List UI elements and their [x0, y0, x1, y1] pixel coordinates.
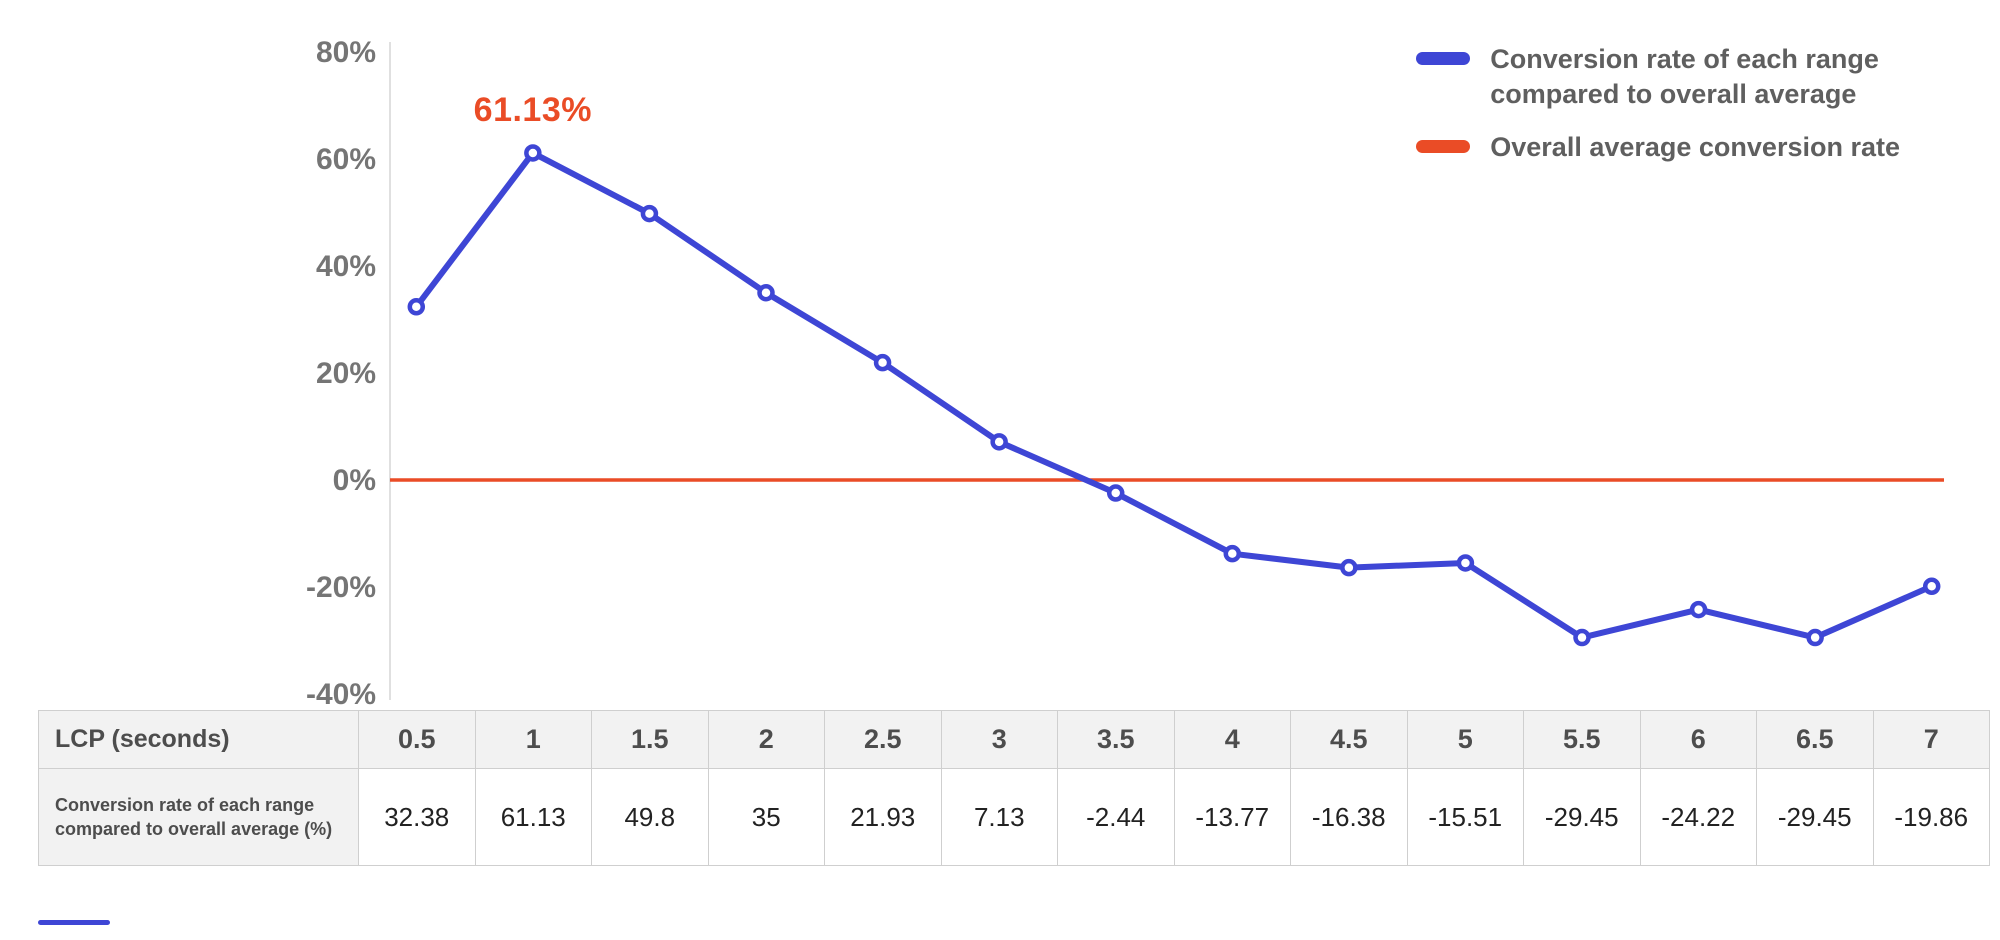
chart-area: 80% 60% 40% 20% 0% -20% -40% 61.13% Conversion… — [306, 36, 1944, 711]
row-header-lcp: LCP (seconds) — [38, 710, 359, 769]
conversion-value-cell: -24.22 — [1639, 768, 1757, 866]
data-point-marker — [757, 284, 775, 302]
conversion-value-cell: 32.38 — [358, 768, 476, 866]
y-axis-tick-label: 0% — [333, 464, 376, 497]
lcp-col-header: 0.5 — [358, 710, 476, 769]
lcp-col-header: 6 — [1639, 710, 1757, 769]
blue-line-swatch — [1416, 52, 1471, 65]
conversion-value-cell: 21.93 — [824, 768, 942, 866]
data-point-marker — [1689, 600, 1708, 619]
peak-value-annotation: 61.13% — [473, 90, 592, 129]
data-point-marker — [1573, 628, 1591, 647]
data-point-marker — [990, 433, 1008, 451]
lcp-col-header: 3.5 — [1057, 710, 1175, 769]
lcp-col-header: 3 — [940, 710, 1058, 769]
table-values-row: Conversion rate of each range compared t… — [38, 768, 1990, 866]
conversion-value-cell: 49.8 — [591, 768, 709, 866]
data-point-marker — [524, 144, 542, 162]
conversion-value-cell: -16.38 — [1290, 768, 1408, 866]
cropped-blue-line-artifact — [38, 920, 110, 925]
row-header-conversion-rate: Conversion rate of each range compared t… — [38, 768, 359, 866]
data-point-marker — [1340, 558, 1358, 577]
data-point-marker — [1106, 484, 1125, 502]
data-point-marker — [873, 353, 892, 372]
conversion-line-chart: 80% 60% 40% 20% 0% -20% -40% — [306, 36, 1944, 711]
conversion-value-cell: -15.51 — [1406, 768, 1524, 866]
lcp-col-header: 1 — [474, 710, 592, 769]
data-point-marker — [1223, 544, 1242, 563]
conversion-value-cell: -29.45 — [1523, 768, 1641, 866]
conversion-value-cell: 35 — [707, 768, 825, 866]
data-point-marker — [1922, 577, 1941, 596]
y-axis-tick-label: -20% — [306, 571, 376, 604]
lcp-col-header: 4 — [1173, 710, 1291, 769]
lcp-col-header: 1.5 — [591, 710, 709, 769]
lcp-col-header: 7 — [1872, 710, 1990, 769]
conversion-value-cell: -13.77 — [1173, 768, 1291, 866]
legend-label: Overall average conversion rate — [1490, 132, 1900, 163]
lcp-col-header: 4.5 — [1290, 710, 1408, 769]
y-axis-tick-label: 20% — [316, 357, 376, 390]
y-axis-tick-label: -40% — [306, 678, 376, 711]
data-table: LCP (seconds) 0.5 1 1.5 2 2.5 3 3.5 4 4.5 5 5.5 6 6.… — [38, 710, 1990, 866]
chart-legend: Conversion rate of each range compared t… — [1416, 42, 1900, 165]
conversion-value-cell: -2.44 — [1057, 768, 1175, 866]
data-point-marker — [1456, 554, 1475, 572]
lcp-col-header: 6.5 — [1756, 710, 1874, 769]
y-axis-tick-label: 40% — [316, 250, 376, 283]
data-point-marker — [640, 204, 659, 223]
legend-item-overall-average: Overall average conversion rate — [1416, 130, 1900, 165]
conversion-value-cell: -19.86 — [1872, 768, 1990, 866]
legend-item-conversion-rate: Conversion rate of each range compared t… — [1416, 42, 1900, 112]
y-axis-tick-label: 80% — [316, 36, 376, 69]
y-axis-tick-label: 60% — [316, 143, 376, 176]
legend-label: Conversion rate of each range compared t… — [1490, 44, 1879, 110]
conversion-value-cell: -29.45 — [1756, 768, 1874, 866]
conversion-value-cell: 7.13 — [940, 768, 1058, 866]
lcp-col-header: 2.5 — [824, 710, 942, 769]
lcp-col-header: 5 — [1406, 710, 1524, 769]
red-line-swatch — [1416, 140, 1471, 154]
lcp-col-header: 2 — [707, 710, 825, 769]
conversion-rate-line — [413, 149, 1935, 641]
table-header-row: LCP (seconds) 0.5 1 1.5 2 2.5 3 3.5 4 4.5 5 5.5 6 6.… — [38, 710, 1990, 769]
data-point-marker — [407, 298, 426, 316]
data-point-marker — [1806, 628, 1824, 647]
lcp-col-header: 5.5 — [1523, 710, 1641, 769]
conversion-value-cell: 61.13 — [474, 768, 592, 866]
data-table-wrap: LCP (seconds) 0.5 1 1.5 2 2.5 3 3.5 4 4.5 5 5.5 6 6.… — [38, 710, 1990, 866]
